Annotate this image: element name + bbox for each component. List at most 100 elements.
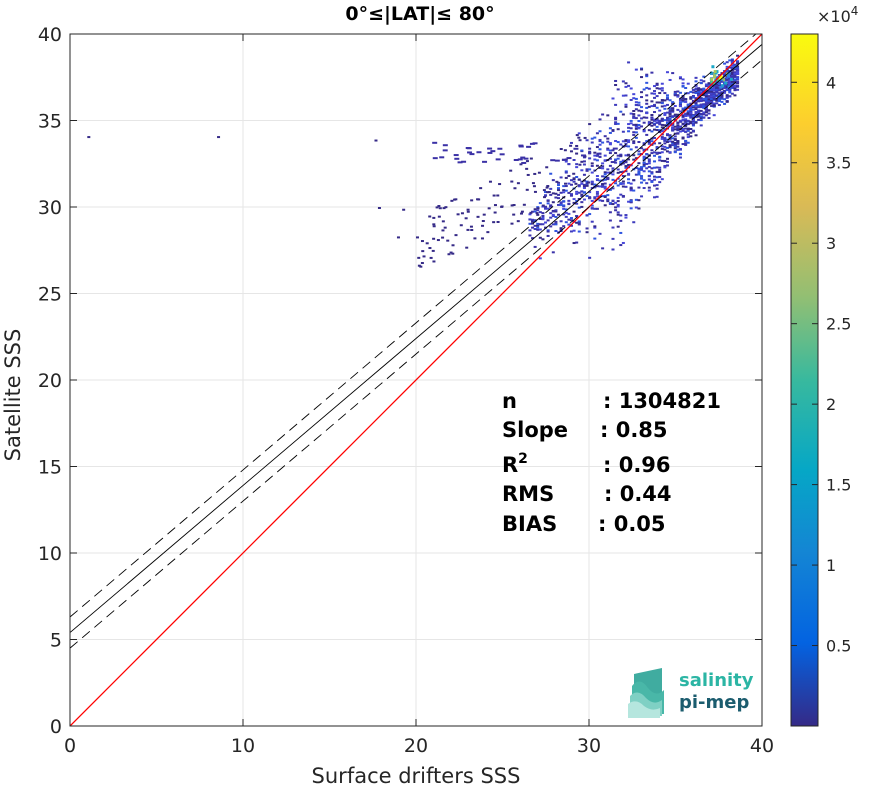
colorbar-tick-label: 2.5: [826, 315, 851, 334]
density-cell: [634, 68, 638, 71]
density-cell: [593, 196, 597, 199]
density-cell: [616, 211, 620, 214]
density-cell: [627, 145, 631, 148]
density-cell: [694, 90, 698, 93]
density-cell: [699, 115, 703, 118]
density-cell: [459, 224, 463, 227]
density-cell: [608, 152, 612, 155]
density-cell: [606, 171, 610, 174]
density-cell: [712, 104, 716, 107]
density-cell: [665, 98, 669, 101]
density-cell: [736, 71, 740, 74]
density-cell: [632, 158, 636, 161]
density-cell: [715, 84, 719, 87]
density-cell: [686, 82, 690, 85]
stat-value: : 0.96: [603, 453, 671, 477]
y-axis: 0 5 10 15 20 25 30 35 40: [38, 24, 762, 738]
density-cell: [728, 79, 732, 82]
density-cell: [562, 207, 566, 210]
density-cell: [702, 75, 706, 78]
density-cell: [704, 111, 708, 114]
density-cell: [637, 150, 641, 153]
density-cell: [665, 157, 669, 160]
density-cell: [671, 107, 675, 110]
density-cell: [519, 163, 523, 166]
density-cell: [733, 89, 737, 92]
density-cell: [554, 223, 558, 226]
density-cell: [513, 158, 519, 161]
density-cell: [699, 103, 703, 106]
density-cell: [533, 219, 537, 222]
density-cell: [541, 214, 545, 217]
density-cell: [653, 166, 657, 169]
density-cell: [645, 99, 649, 102]
density-cell: [627, 181, 631, 184]
density-cell: [556, 193, 560, 196]
density-cell: [601, 175, 605, 178]
density-cell: [442, 207, 446, 210]
density-cell: [686, 104, 690, 107]
density-cell: [601, 247, 605, 250]
density-cell: [572, 210, 576, 213]
density-cell: [663, 113, 667, 116]
density-cell: [653, 136, 657, 139]
density-cell: [614, 103, 618, 106]
y-tick-label: 35: [38, 111, 62, 133]
density-cloud: [87, 54, 740, 268]
density-cell: [707, 82, 711, 85]
density-cell: [660, 117, 664, 120]
density-cell: [668, 151, 672, 154]
density-cell: [655, 146, 659, 149]
density-cell: [647, 141, 651, 144]
density-cell: [676, 139, 680, 142]
density-cell: [564, 170, 568, 173]
density-cell: [655, 125, 659, 128]
density-cell: [704, 101, 708, 104]
density-cell: [603, 178, 607, 181]
density-cell: [699, 97, 703, 100]
density-cell: [526, 173, 530, 176]
density-cell: [621, 185, 625, 188]
density-cell: [627, 140, 631, 143]
density-cell: [546, 199, 550, 202]
density-cell: [562, 191, 566, 194]
density-cell: [676, 95, 680, 98]
density-cell: [663, 142, 667, 145]
density-cell: [640, 125, 644, 128]
density-cell: [634, 166, 638, 169]
density-cell: [608, 188, 612, 191]
density-cell: [556, 184, 560, 187]
density-cell: [562, 185, 566, 188]
density-cell: [572, 242, 576, 245]
density-cell: [665, 116, 669, 119]
density-cell: [704, 93, 708, 96]
density-cell: [624, 145, 628, 148]
density-cell: [632, 113, 636, 116]
density-cell: [577, 136, 581, 139]
density-cell: [616, 168, 620, 171]
density-cell: [660, 151, 664, 154]
density-cell: [694, 88, 698, 91]
density-cell: [684, 112, 688, 115]
wave-logo-icon: [628, 668, 664, 718]
density-cell: [551, 213, 555, 216]
density-cell: [531, 222, 535, 225]
density-cell: [614, 118, 618, 121]
density-cell: [495, 158, 501, 161]
density-cell: [640, 168, 644, 171]
density-cell: [596, 152, 602, 155]
density-cell: [715, 83, 719, 86]
density-cell: [593, 225, 597, 228]
density-cell: [629, 201, 633, 204]
density-cell: [629, 98, 633, 101]
density-cell: [640, 117, 644, 120]
density-cell: [699, 109, 703, 112]
density-cell: [608, 142, 612, 145]
density-cell: [512, 213, 516, 216]
density-hot-cell: [710, 80, 714, 84]
density-cell: [640, 68, 644, 71]
density-cell: [603, 195, 607, 198]
density-cell: [668, 78, 672, 81]
density-cell: [492, 194, 496, 197]
density-cell: [575, 202, 579, 205]
